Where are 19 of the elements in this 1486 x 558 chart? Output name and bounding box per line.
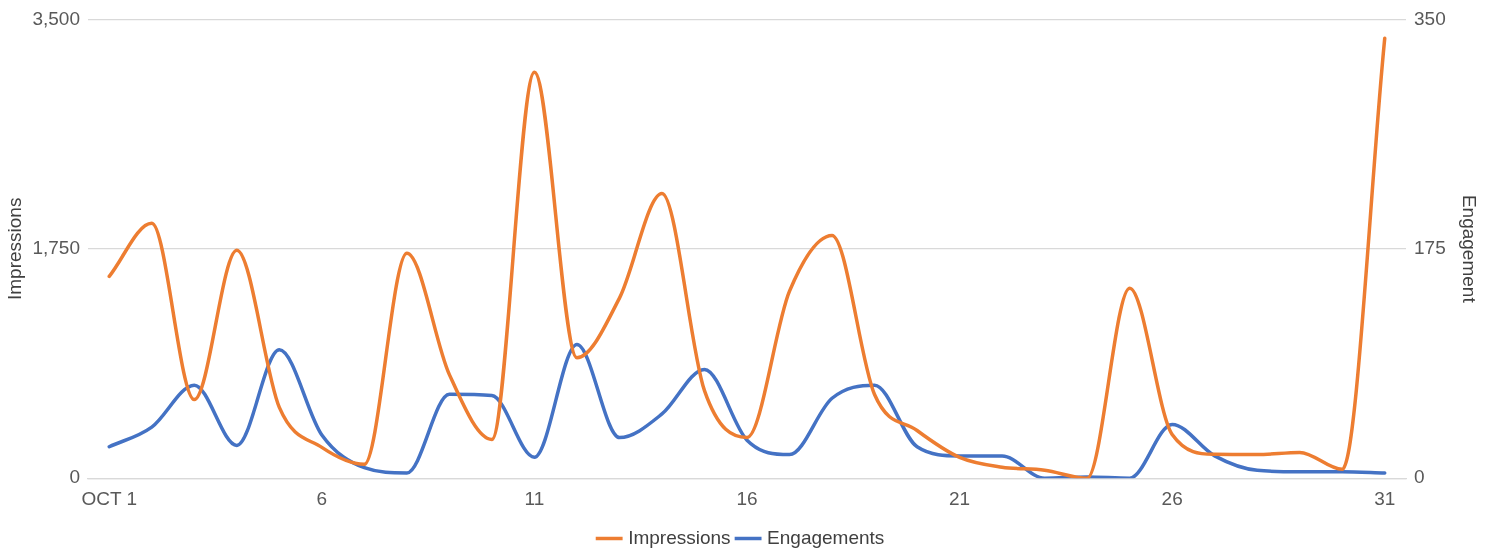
line-series bbox=[107, 342, 1387, 479]
y-tick-label: 0 bbox=[69, 466, 80, 488]
y-tick-label: 1,750 bbox=[32, 237, 80, 259]
y-axis-title: Impressions bbox=[3, 197, 25, 301]
x-tick-label: 31 bbox=[1374, 487, 1396, 509]
x-tick-label: 6 bbox=[316, 487, 328, 509]
x-tick-label: 26 bbox=[1161, 487, 1183, 509]
x-tick-label: OCT 1 bbox=[81, 487, 138, 509]
line-series bbox=[107, 36, 1387, 479]
legend-label: Engagements bbox=[767, 526, 885, 548]
x-tick-label: 11 bbox=[524, 487, 545, 509]
x-tick-label: 21 bbox=[949, 487, 971, 509]
y2-tick-label: 0 bbox=[1414, 466, 1425, 488]
legend-label: Impressions bbox=[628, 526, 731, 548]
x-tick-label: 16 bbox=[736, 487, 758, 509]
y-tick-label: 3,500 bbox=[32, 7, 80, 29]
y2-tick-label: 350 bbox=[1414, 7, 1446, 29]
y2-tick-label: 175 bbox=[1414, 237, 1446, 259]
y2-axis-title: Engagement bbox=[1459, 194, 1481, 304]
